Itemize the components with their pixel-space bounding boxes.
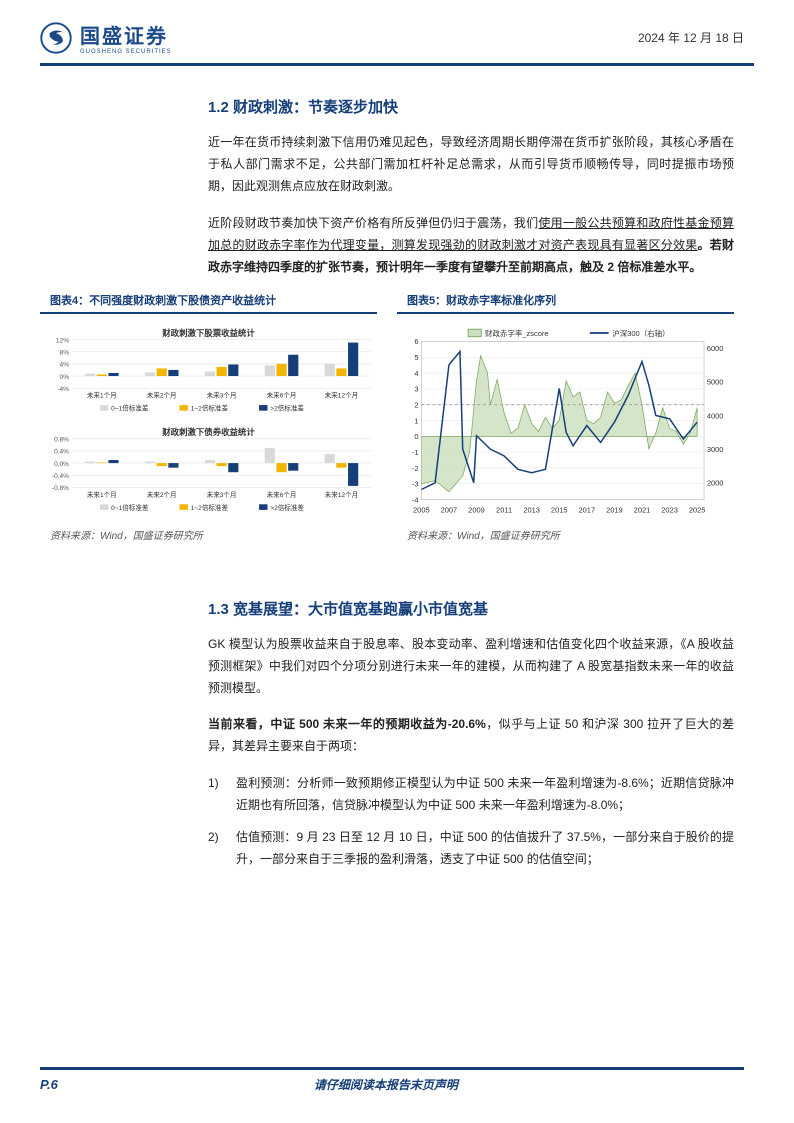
svg-text:4%: 4% [60, 361, 70, 368]
section-1-2-title: 1.2 财政刺激：节奏逐步加快 [208, 96, 734, 117]
section-1-3-p1: GK 模型认为股票收益来自于股息率、股本变动率、盈利增速和估值变化四个收益来源，… [208, 633, 734, 700]
svg-text:0~1倍标准差: 0~1倍标准差 [111, 403, 149, 412]
svg-text:2005: 2005 [413, 505, 430, 514]
svg-text:2025: 2025 [689, 505, 706, 514]
svg-text:12%: 12% [56, 337, 69, 344]
content-area: 1.2 财政刺激：节奏逐步加快 近一年在货币持续刺激下信用仍难见起色，导致经济周… [0, 96, 794, 870]
footer-note: 请仔细阅读本报告末页声明 [314, 1076, 458, 1093]
chart-5-column: 图表5：财政赤字率标准化序列 -4 -3 -2 -1 0 1 2 3 4 5 6 2000 3000 40… [397, 292, 734, 542]
svg-text:2023: 2023 [661, 505, 678, 514]
p2-bold: 当前来看，中证 500 未来一年的预期收益为-20.6% [208, 717, 486, 731]
list-item-1: 1) 盈利预测：分析师一致预期修正模型认为中证 500 未来一年盈利增速为-8.… [208, 772, 734, 816]
page-header: 国盛证券 GUOSHENG SECURITIES 2024 年 12 月 18 … [0, 0, 794, 63]
section-1-2-p1: 近一年在货币持续刺激下信用仍难见起色，导致经济周期长期停滞在货币扩张阶段，其核心… [208, 131, 734, 198]
svg-text:-4%: -4% [57, 386, 69, 393]
svg-text:未来3个月: 未来3个月 [207, 489, 237, 498]
svg-text:8%: 8% [60, 349, 70, 356]
list-2-num: 2) [208, 826, 236, 870]
list-item-2: 2) 估值预测：9 月 23 日至 12 月 10 日，中证 500 的估值拔升… [208, 826, 734, 870]
svg-text:0.4%: 0.4% [54, 448, 69, 455]
header-rule [40, 63, 754, 66]
chart-5-svg: -4 -3 -2 -1 0 1 2 3 4 5 6 2000 3000 4000 5000 6000 2005 2… [397, 318, 734, 523]
svg-text:6: 6 [414, 337, 418, 346]
svg-text:0: 0 [414, 432, 418, 441]
svg-text:5: 5 [414, 353, 418, 362]
svg-text:>2倍标准差: >2倍标准差 [270, 503, 304, 512]
header-date: 2024 年 12 月 18 日 [638, 29, 744, 46]
svg-text:5000: 5000 [707, 377, 724, 386]
svg-text:2013: 2013 [523, 505, 540, 514]
chart-4-column: 图表4：不同强度财政刺激下股债资产收益统计 财政刺激下股票收益统计 -4% 0% 4%… [40, 292, 377, 542]
svg-text:2011: 2011 [496, 505, 512, 514]
svg-text:0%: 0% [60, 373, 70, 380]
svg-text:沪深300（右轴）: 沪深300（右轴） [612, 327, 669, 337]
svg-text:未来12个月: 未来12个月 [325, 489, 358, 498]
list-2-body: 估值预测：9 月 23 日至 12 月 10 日，中证 500 的估值拔升了 3… [236, 826, 734, 870]
svg-text:未来1个月: 未来1个月 [87, 489, 117, 498]
chart-5-source: 资料来源：Wind，国盛证券研究所 [397, 527, 734, 542]
svg-text:3000: 3000 [707, 445, 724, 454]
page-footer: P.6 请仔细阅读本报告末页声明 [0, 1067, 794, 1123]
svg-text:2: 2 [414, 400, 418, 409]
svg-text:2009: 2009 [468, 505, 485, 514]
section-1-3-title: 1.3 宽基展望：大市值宽基跑赢小市值宽基 [208, 598, 734, 619]
company-logo-icon [40, 22, 72, 54]
page-number: P.6 [40, 1077, 58, 1092]
company-subtitle: GUOSHENG SECURITIES [80, 49, 172, 55]
section-1-3-p2: 当前来看，中证 500 未来一年的预期收益为-20.6%，似乎与上证 50 和沪… [208, 713, 734, 757]
svg-text:0.0%: 0.0% [54, 461, 69, 468]
svg-text:0.8%: 0.8% [54, 436, 69, 443]
svg-text:2007: 2007 [441, 505, 458, 514]
svg-text:4000: 4000 [707, 411, 724, 420]
svg-text:-2: -2 [412, 463, 419, 472]
svg-text:2000: 2000 [707, 478, 724, 487]
chart-4-svg: 财政刺激下股票收益统计-4%0%4%8%12%未来1个月未来2个月未来3个月未来… [40, 318, 377, 523]
chart-5-title: 图表5：财政赤字率标准化序列 [397, 292, 734, 308]
svg-text:财政刺激下股票收益统计: 财政刺激下股票收益统计 [161, 327, 255, 337]
svg-text:6000: 6000 [707, 344, 724, 353]
company-name: 国盛证券 [80, 26, 168, 48]
svg-text:>2倍标准差: >2倍标准差 [270, 403, 304, 412]
svg-text:1~2倍标准差: 1~2倍标准差 [191, 503, 229, 512]
svg-text:3: 3 [414, 384, 418, 393]
svg-text:4: 4 [414, 368, 418, 377]
p2-text-a: 近阶段财政节奏加快下资产价格有所反弹但仍归于震荡，我们 [208, 216, 538, 230]
svg-text:未来2个月: 未来2个月 [147, 489, 177, 498]
svg-text:未来1个月: 未来1个月 [87, 390, 117, 399]
svg-text:0~1倍标准差: 0~1倍标准差 [111, 503, 149, 512]
svg-text:未来6个月: 未来6个月 [267, 390, 297, 399]
svg-text:-3: -3 [412, 479, 419, 488]
chart-4-source: 资料来源：Wind，国盛证券研究所 [40, 527, 377, 542]
svg-text:2019: 2019 [606, 505, 623, 514]
svg-text:未来6个月: 未来6个月 [267, 489, 297, 498]
svg-text:财政刺激下债券收益统计: 财政刺激下债券收益统计 [161, 427, 255, 437]
svg-text:-0.4%: -0.4% [52, 473, 69, 480]
svg-text:未来12个月: 未来12个月 [325, 390, 358, 399]
section-1-2-p2: 近阶段财政节奏加快下资产价格有所反弹但仍归于震荡，我们使用一般公共预算和政府性基… [208, 212, 734, 279]
svg-text:1~2倍标准差: 1~2倍标准差 [191, 403, 229, 412]
svg-text:2021: 2021 [634, 505, 651, 514]
svg-text:1: 1 [414, 416, 418, 425]
svg-text:-4: -4 [412, 495, 419, 504]
svg-text:2015: 2015 [551, 505, 568, 514]
svg-text:2017: 2017 [579, 505, 596, 514]
svg-text:-1: -1 [412, 448, 419, 457]
svg-text:-0.8%: -0.8% [52, 485, 69, 492]
list-1-body: 盈利预测：分析师一致预期修正模型认为中证 500 未来一年盈利增速为-8.6%；… [236, 772, 734, 816]
list-1-num: 1) [208, 772, 236, 816]
chart-4-title: 图表4：不同强度财政刺激下股债资产收益统计 [40, 292, 377, 308]
svg-text:未来2个月: 未来2个月 [147, 390, 177, 399]
svg-text:未来3个月: 未来3个月 [207, 390, 237, 399]
svg-text:财政赤字率_zscore: 财政赤字率_zscore [485, 327, 549, 337]
logo-block: 国盛证券 GUOSHENG SECURITIES [40, 20, 172, 55]
